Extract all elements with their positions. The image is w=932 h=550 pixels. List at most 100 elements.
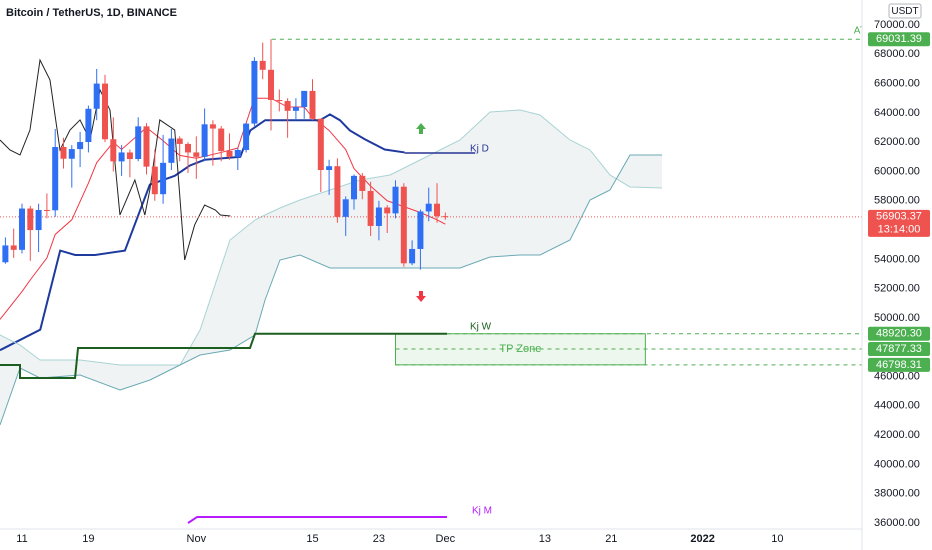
candle-body: [375, 207, 382, 226]
price-tag: [868, 357, 930, 372]
candle-body: [268, 69, 275, 100]
candle-body: [68, 149, 75, 159]
candle-body: [143, 126, 150, 167]
candle-body: [126, 152, 133, 160]
price-tag: [868, 326, 930, 341]
candle-body: [52, 147, 59, 211]
x-tick-label: Nov: [187, 533, 207, 545]
price-axis: [862, 0, 932, 550]
candle-body: [259, 60, 266, 70]
annotation: Kj W: [470, 322, 492, 333]
y-tick-label: 42000.00: [874, 429, 920, 441]
price-tag: [868, 209, 930, 237]
candle-body: [102, 83, 109, 140]
candle-body: [243, 123, 250, 150]
candle-body: [176, 138, 183, 144]
candle-body: [384, 207, 391, 214]
candle-body: [400, 186, 407, 264]
price-tag-label: 56903.37: [876, 211, 922, 223]
candle-body: [417, 211, 424, 249]
candle-body: [334, 166, 341, 217]
candle-body: [209, 124, 216, 129]
candle-body: [317, 118, 324, 171]
candle-body: [276, 99, 283, 102]
indicator-line: [0, 109, 663, 366]
candle-body: [135, 126, 142, 160]
candle-body: [18, 208, 25, 250]
candle-body: [234, 149, 241, 157]
x-tick-label: Dec: [436, 533, 456, 545]
y-tick-label: 38000.00: [874, 488, 920, 500]
candle-body: [301, 90, 308, 108]
y-tick-label: 70000.00: [874, 19, 920, 31]
annotation: Kj D: [470, 144, 489, 155]
annotation: Kj M: [472, 506, 492, 517]
candle-body: [218, 128, 225, 151]
candle-body: [442, 216, 449, 218]
y-tick-label: 58000.00: [874, 195, 920, 207]
y-tick-label: 40000.00: [874, 458, 920, 470]
candle-body: [168, 138, 175, 163]
y-tick-label: 62000.00: [874, 136, 920, 148]
price-tag-label: 69031.39: [876, 33, 922, 45]
candle-body: [160, 162, 167, 195]
currency: USDT: [891, 6, 918, 17]
x-axis: [0, 529, 932, 550]
chart-title: Bitcoin / TetherUS, 1D, BINANCE: [6, 7, 177, 19]
x-tick-label: 15: [306, 533, 318, 545]
countdown: 13:14:00: [878, 224, 921, 236]
candle-body: [35, 209, 42, 231]
indicator-line: [0, 58, 231, 261]
candle-body: [351, 175, 358, 200]
x-tick-label: 10: [771, 533, 783, 545]
candle-body: [392, 186, 399, 214]
y-tick-label: 60000.00: [874, 165, 920, 177]
y-tick-label: 44000.00: [874, 400, 920, 412]
candle-body: [2, 245, 9, 263]
y-tick-label: 54000.00: [874, 253, 920, 265]
up-arrow: [416, 123, 426, 134]
candle-body: [110, 139, 117, 162]
candle-body: [43, 209, 50, 211]
candle-body: [434, 203, 441, 217]
candle-body: [77, 142, 84, 150]
price-tag-label: 48920.30: [876, 328, 922, 340]
tp-zone-label: TP Zone: [499, 343, 541, 355]
y-tick-label: 66000.00: [874, 77, 920, 89]
y-tick-label: 68000.00: [874, 48, 920, 60]
candle-body: [185, 143, 192, 153]
x-tick-label: 2022: [690, 533, 714, 545]
indicator-line: [0, 332, 447, 379]
candle-body: [367, 190, 374, 226]
y-tick-label: 52000.00: [874, 283, 920, 295]
candle-body: [93, 83, 100, 109]
candle-body: [309, 90, 316, 119]
candle-body: [193, 152, 200, 157]
x-tick-label: 11: [16, 533, 27, 545]
x-tick-label: 21: [605, 533, 617, 545]
candle-body: [409, 248, 416, 264]
candle-body: [118, 152, 125, 162]
down-arrow: [416, 291, 426, 302]
candle-body: [201, 124, 208, 157]
candle-body: [27, 208, 34, 231]
price-tag: [868, 342, 930, 357]
candle-body: [326, 166, 333, 171]
x-tick-label: 13: [539, 533, 551, 545]
candle-body: [284, 101, 291, 111]
y-tick-label: 64000.00: [874, 107, 920, 119]
candle-body: [226, 150, 233, 157]
y-tick-label: 50000.00: [874, 312, 920, 324]
candle-body: [10, 245, 17, 250]
price-tag-label: 47877.33: [876, 343, 922, 355]
candle-body: [251, 60, 258, 124]
y-tick-label: 46000.00: [874, 370, 920, 382]
price-tag-label: 46798.31: [876, 359, 922, 371]
candle-body: [85, 108, 92, 143]
price-tag: [868, 32, 930, 47]
x-tick-label: 19: [82, 533, 94, 545]
x-tick-label: 23: [373, 533, 385, 545]
candle-body: [359, 175, 366, 191]
